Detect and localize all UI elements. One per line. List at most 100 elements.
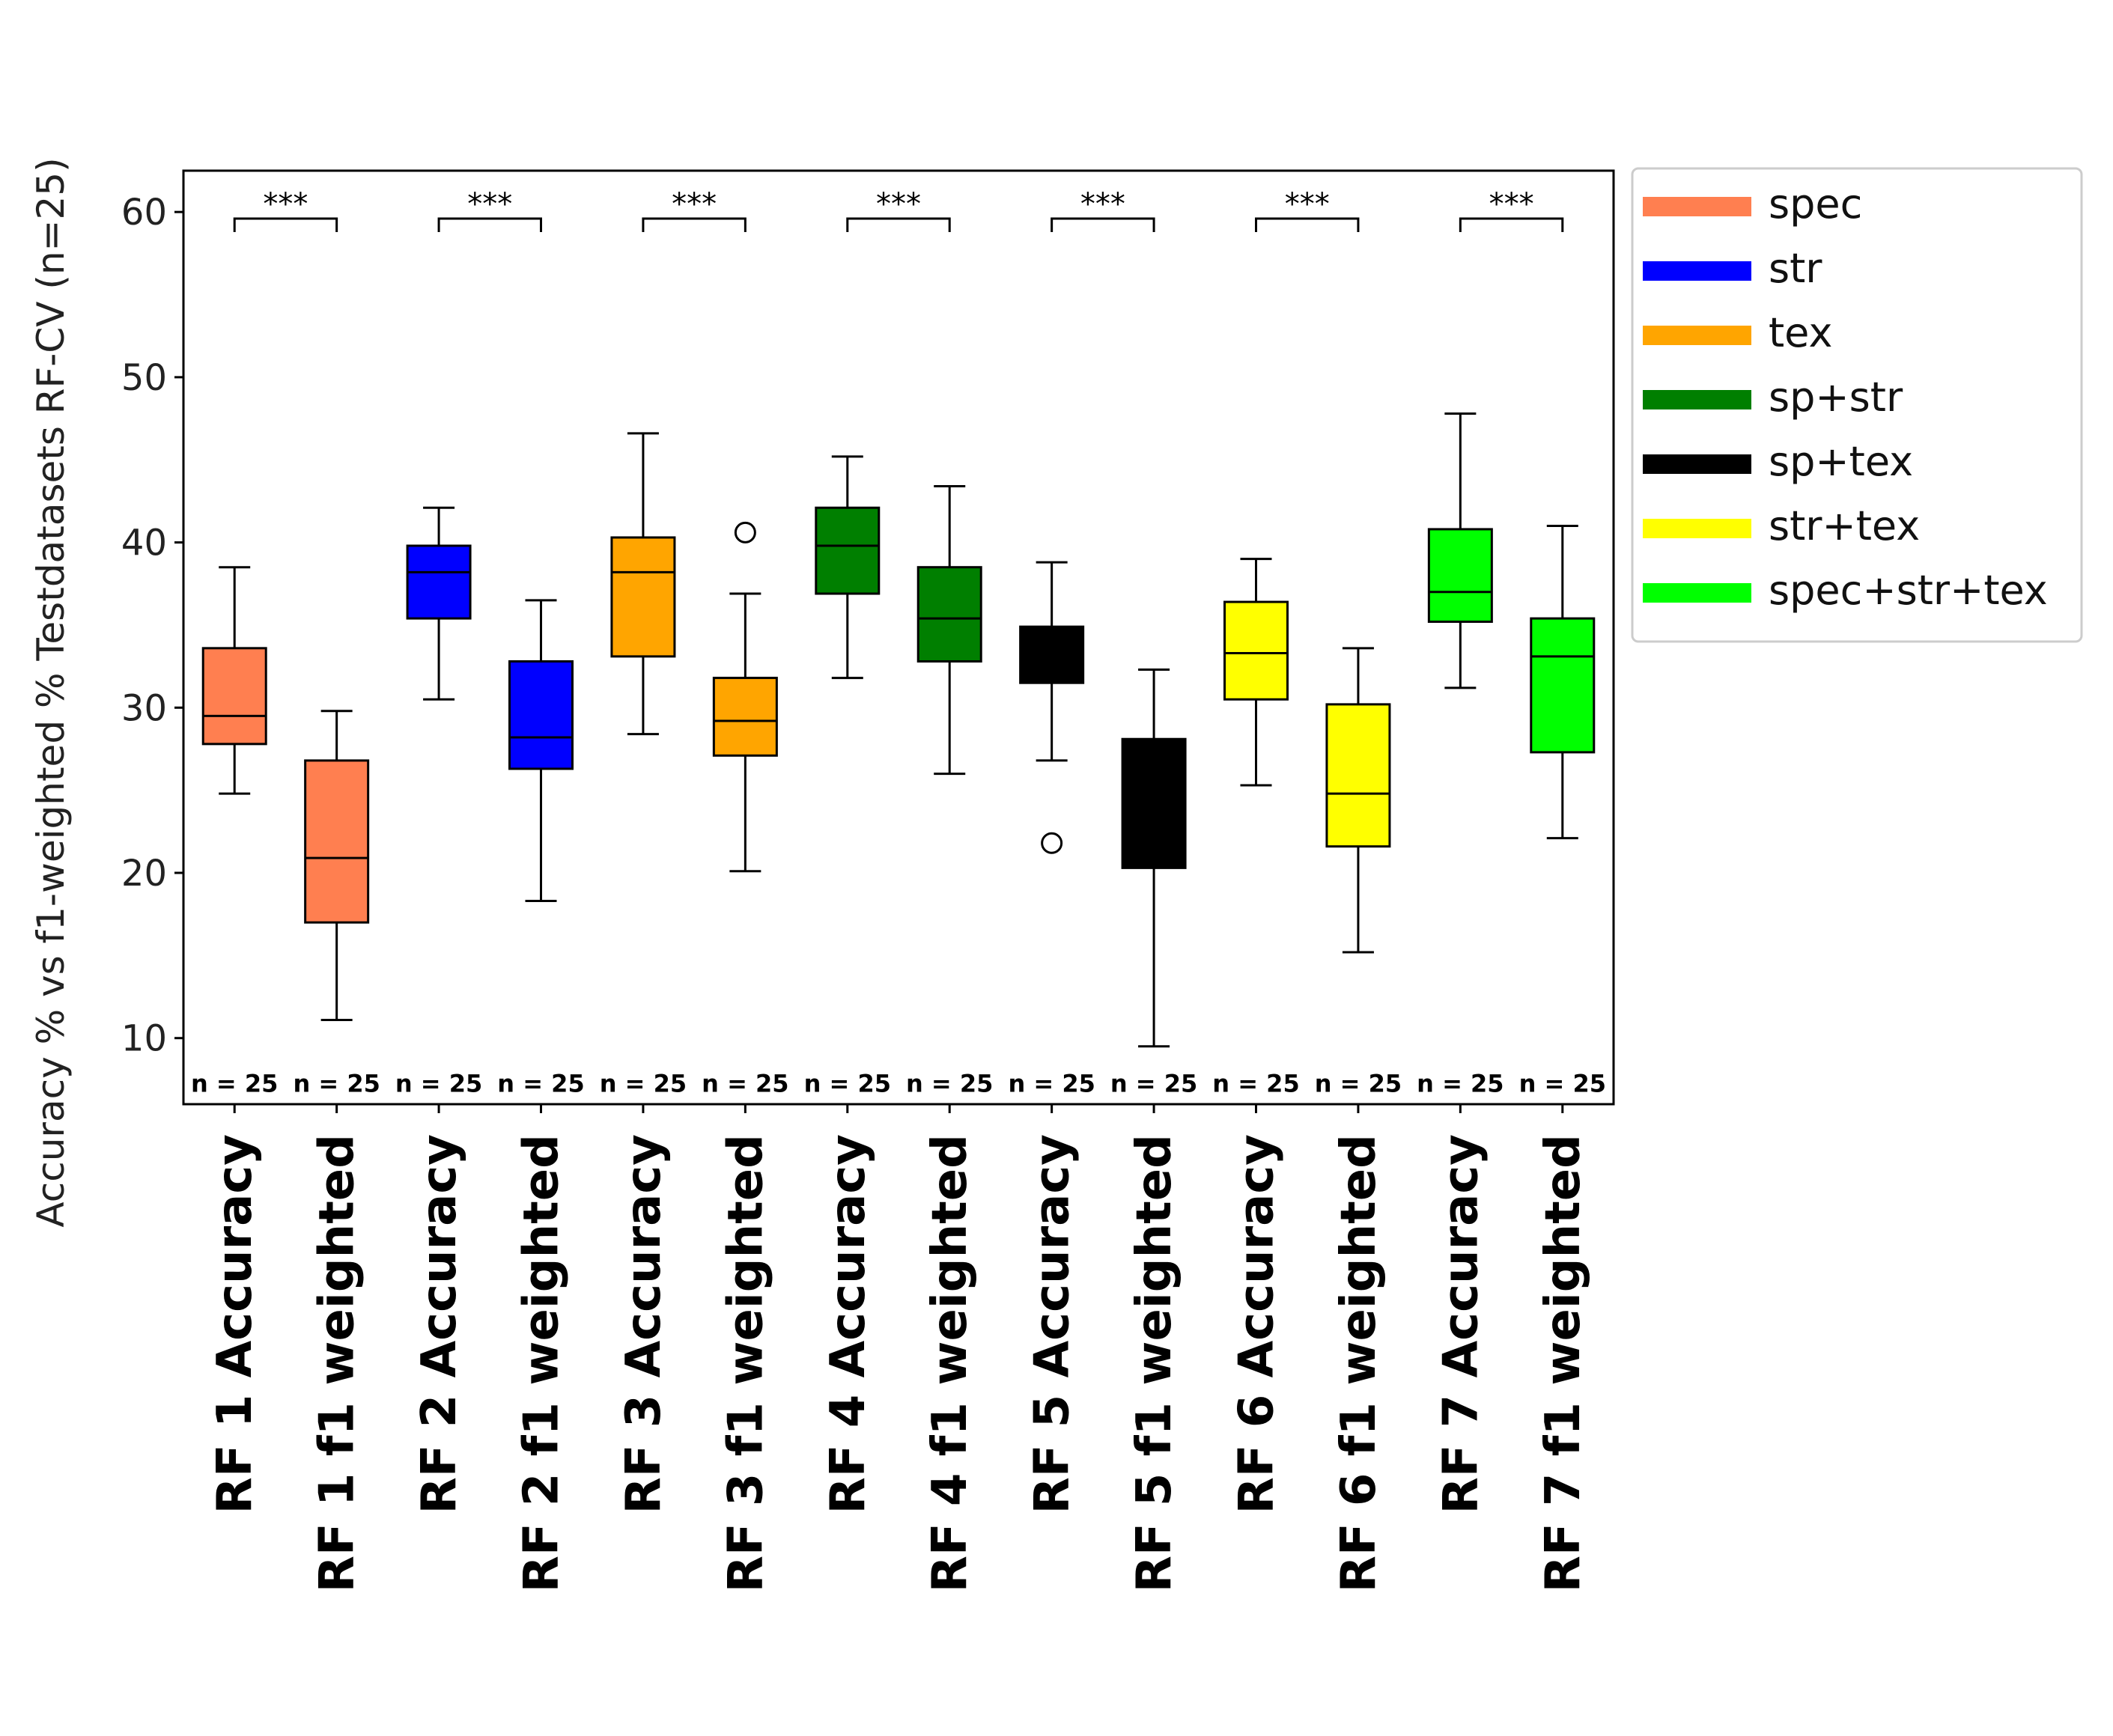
legend-label: str <box>1769 245 1822 292</box>
legend-swatch <box>1643 197 1751 216</box>
legend-swatch <box>1643 454 1751 474</box>
significance-label: *** <box>467 187 512 222</box>
significance-label: *** <box>1489 187 1534 222</box>
sample-size-label: n = 25 <box>395 1070 482 1098</box>
box-5 <box>610 432 676 736</box>
box-iqr <box>201 647 267 746</box>
sample-size-label: n = 25 <box>1417 1070 1504 1098</box>
bracket-line <box>846 217 951 233</box>
significance-bracket: *** <box>437 187 542 233</box>
sample-size-label: n = 25 <box>702 1070 788 1098</box>
significance-label: *** <box>1080 187 1125 222</box>
sample-size-label: n = 25 <box>497 1070 584 1098</box>
box-iqr <box>1530 617 1596 754</box>
significance-label: *** <box>263 187 308 222</box>
x-tick-label: RF 5 f1 weighted <box>1127 1134 1182 1592</box>
plot-area: 10 20 30 40 50 60 RF 1 Accuracy RF 1 f1 weighte… <box>121 169 1615 1592</box>
sample-size-label: n = 25 <box>600 1070 687 1098</box>
x-tick-label: RF 7 Accuracy <box>1433 1134 1489 1514</box>
legend-swatch <box>1643 261 1751 281</box>
y-tick-label: 60 <box>121 192 167 234</box>
axes-frame <box>182 169 1615 1106</box>
bracket-line <box>642 217 747 233</box>
y-tick-label: 40 <box>121 523 167 564</box>
legend-label: str+tex <box>1769 502 1920 549</box>
x-tick-label: RF 7 f1 weighted <box>1536 1134 1591 1592</box>
y-tick-label: 20 <box>121 853 167 895</box>
y-tick-label: 50 <box>121 357 167 399</box>
y-tick-label: 10 <box>121 1018 167 1060</box>
legend-item: tex <box>1643 309 1832 356</box>
box-iqr <box>1223 600 1289 701</box>
significance-bracket: *** <box>846 187 951 233</box>
x-tick-label: RF 5 Accuracy <box>1025 1134 1080 1514</box>
box-iqr <box>1121 737 1187 869</box>
sample-size-label: n = 25 <box>1519 1070 1606 1098</box>
box-3 <box>406 506 472 701</box>
box-iqr <box>815 506 881 595</box>
bracket-line <box>1459 217 1564 233</box>
box-4 <box>508 599 574 903</box>
significance-label: *** <box>876 187 921 222</box>
significance-bracket: *** <box>1255 187 1360 233</box>
legend-swatch <box>1643 326 1751 345</box>
box-iqr <box>610 536 676 658</box>
significance-bracket: *** <box>1459 187 1564 233</box>
bracket-line <box>1051 217 1155 233</box>
sample-size-label: n = 25 <box>1008 1070 1095 1098</box>
significance-bracket: *** <box>642 187 747 233</box>
legend-swatch <box>1643 390 1751 409</box>
sample-size-label: n = 25 <box>1110 1070 1197 1098</box>
sample-size-label: n = 25 <box>1212 1070 1299 1098</box>
box-1 <box>201 566 267 795</box>
outlier-point <box>1041 832 1063 854</box>
x-tick-label: RF 4 Accuracy <box>821 1134 876 1514</box>
box-iqr <box>1325 703 1391 848</box>
significance-bracket: *** <box>1051 187 1155 233</box>
box-11 <box>1223 558 1289 787</box>
box-iqr <box>712 677 778 757</box>
bracket-line <box>1255 217 1360 233</box>
x-tick-label: RF 2 f1 weighted <box>514 1134 570 1592</box>
x-tick-label: RF 3 f1 weighted <box>718 1134 773 1592</box>
legend: spec str tex sp+str sp+tex str+tex spec+str+te… <box>1631 167 2083 643</box>
legend-label: sp+str <box>1769 374 1903 421</box>
sample-size-label: n = 25 <box>804 1070 891 1098</box>
box-13 <box>1427 412 1493 689</box>
legend-item: str <box>1643 245 1822 292</box>
box-10 <box>1121 668 1187 1048</box>
legend-label: tex <box>1769 309 1832 356</box>
legend-item: str+tex <box>1643 502 1920 549</box>
legend-label: spec <box>1769 180 1862 228</box>
x-tick-label: RF 6 Accuracy <box>1229 1134 1285 1514</box>
sample-size-label: n = 25 <box>191 1070 278 1098</box>
x-tick-label: RF 4 f1 weighted <box>922 1134 978 1592</box>
legend-swatch <box>1643 519 1751 538</box>
box-2 <box>304 710 370 1021</box>
y-tick-label: 30 <box>121 687 167 729</box>
box-iqr <box>916 566 982 663</box>
box-14 <box>1530 525 1596 840</box>
legend-item: spec+str+tex <box>1643 567 2048 614</box>
significance-label: *** <box>1285 187 1330 222</box>
bracket-line <box>233 217 338 233</box>
significance-bracket: *** <box>233 187 338 233</box>
x-tick-label: RF 6 f1 weighted <box>1331 1134 1387 1592</box>
box-iqr <box>508 660 574 770</box>
legend-swatch <box>1643 583 1751 603</box>
x-tick-label: RF 3 Accuracy <box>616 1134 672 1514</box>
box-iqr <box>1019 625 1085 684</box>
box-8 <box>916 485 982 776</box>
legend-item: sp+str <box>1643 374 1903 421</box>
sample-size-label: n = 25 <box>1315 1070 1402 1098</box>
box-6 <box>712 521 778 873</box>
box-iqr <box>304 759 370 924</box>
legend-label: sp+tex <box>1769 438 1913 485</box>
bracket-line <box>437 217 542 233</box>
box-iqr <box>1427 528 1493 624</box>
outlier-point <box>734 521 756 543</box>
legend-item: sp+tex <box>1643 438 1913 485</box>
x-tick-label: RF 2 Accuracy <box>412 1134 467 1514</box>
legend-label: spec+str+tex <box>1769 567 2048 614</box>
